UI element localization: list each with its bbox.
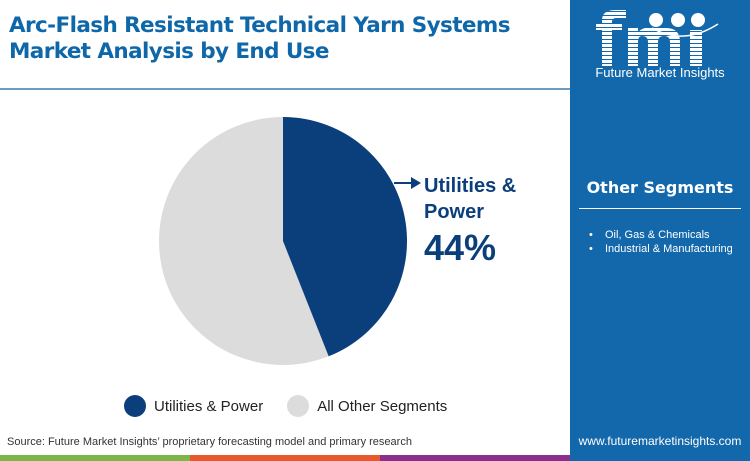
footer-stripe-purple [380, 455, 570, 461]
callout-label: Utilities & Power [424, 175, 517, 223]
logo-subtitle: Future Market Insights [595, 65, 725, 80]
legend-item-all-other-segments: All Other Segments [287, 395, 447, 417]
legend-swatch-icon [124, 395, 146, 417]
chart-legend: Utilities & Power All Other Segments [124, 395, 471, 417]
pie-chart [159, 117, 407, 365]
source-note: Source: Future Market Insights’ propriet… [7, 436, 412, 448]
arrow-right-icon [394, 177, 421, 189]
chart-title: Arc-Flash Resistant Technical Yarn Syste… [9, 13, 559, 65]
chart-title-line1: Arc-Flash Resistant Technical Yarn Syste… [9, 13, 511, 38]
footer-stripe-orange [190, 455, 380, 461]
chart-title-line2: Market Analysis by End Use [9, 39, 329, 64]
other-segments-divider [579, 208, 741, 209]
sidebar-panel: Future Market Insights Other Segments Oi… [570, 0, 750, 461]
legend-swatch-icon [287, 395, 310, 417]
website-link[interactable]: www.futuremarketinsights.com [578, 434, 742, 448]
legend-label: Utilities & Power [154, 397, 264, 415]
legend-label: All Other Segments [317, 397, 448, 415]
title-divider [0, 88, 570, 90]
other-segments-title: Other Segments [586, 178, 734, 197]
other-segments-list: Oil, Gas & Chemicals Industrial & Manufa… [589, 229, 733, 256]
other-segment-item: Oil, Gas & Chemicals [589, 229, 733, 243]
callout-value: 44% [424, 227, 497, 268]
legend-item-utilities-power: Utilities & Power [124, 395, 263, 417]
footer-stripe-green [0, 455, 190, 461]
fmi-logo-icon [596, 10, 719, 66]
other-segment-item: Industrial & Manufacturing [589, 243, 733, 257]
pie-slice-utilities-power [283, 117, 407, 357]
